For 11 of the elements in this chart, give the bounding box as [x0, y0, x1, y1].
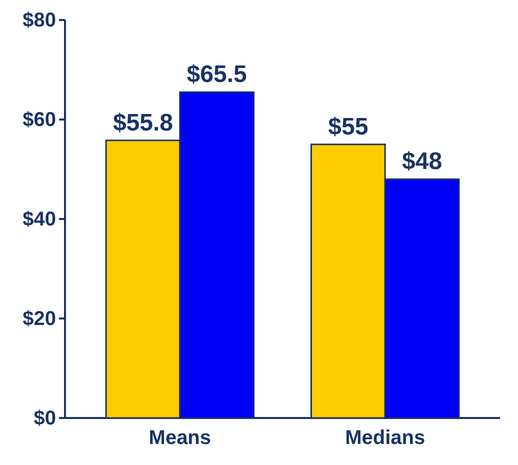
y-tick-label: $60: [22, 108, 56, 131]
data-label: $55: [328, 113, 368, 140]
y-tick-label: $80: [22, 9, 56, 32]
y-tick-label: $0: [34, 407, 56, 430]
y-tick-label: $20: [22, 308, 56, 330]
x-tick-label: Medians: [345, 427, 426, 450]
data-label: $65.5: [186, 61, 247, 88]
data-label: $48: [402, 148, 442, 176]
data-label: $55.8: [112, 109, 174, 136]
y-tick-label: $40: [22, 208, 56, 230]
x-tick-label: Means: [148, 427, 212, 450]
